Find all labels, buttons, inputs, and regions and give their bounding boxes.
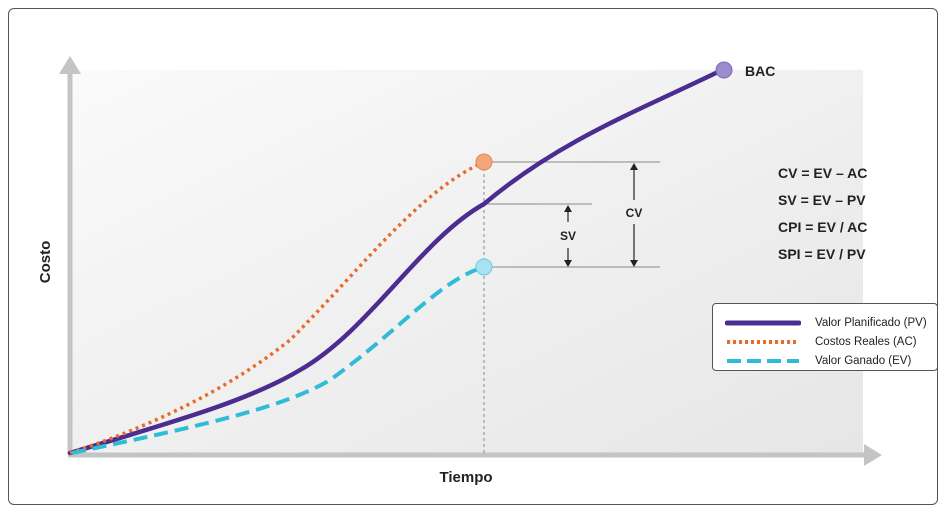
- legend-item-ac: Costos Reales (AC): [725, 332, 937, 351]
- sv-label: SV: [560, 229, 576, 243]
- ac-marker: [475, 153, 493, 171]
- x-axis-title: Tiempo: [439, 469, 492, 486]
- bac-marker: [715, 61, 733, 79]
- legend-swatch-ev: [727, 358, 799, 363]
- sv-arrowhead-top: [564, 205, 572, 212]
- pv-curve: [67, 67, 725, 456]
- formula-cv: CV = EV – AC: [778, 165, 867, 181]
- legend-swatch-ac: [727, 339, 799, 344]
- x-axis-arrow: [864, 444, 882, 466]
- formula-cpi: CPI = EV / AC: [778, 219, 867, 235]
- ev-curve: [71, 265, 485, 455]
- legend-swatch-pv: [725, 320, 801, 325]
- y-axis-arrow: [59, 56, 81, 74]
- legend-item-pv: Valor Planificado (PV): [725, 313, 937, 332]
- formula-sv: SV = EV – PV: [778, 192, 866, 208]
- legend: Valor Planificado (PV) Costos Reales (AC…: [712, 303, 938, 371]
- y-axis-title: Costo: [37, 241, 54, 284]
- cv-arrowhead-bottom: [630, 260, 638, 267]
- legend-label-pv: Valor Planificado (PV): [815, 316, 927, 329]
- legend-label-ev: Valor Ganado (EV): [815, 354, 912, 367]
- cv-arrowhead-top: [630, 163, 638, 170]
- sv-arrowhead-bottom: [564, 260, 572, 267]
- legend-item-ev: Valor Ganado (EV): [725, 351, 937, 370]
- cv-label: CV: [626, 206, 643, 220]
- bac-label: BAC: [745, 63, 775, 79]
- plot-area: [70, 70, 863, 455]
- ev-marker: [475, 258, 493, 276]
- legend-label-ac: Costos Reales (AC): [815, 335, 917, 348]
- ac-curve: [69, 160, 485, 455]
- formula-spi: SPI = EV / PV: [778, 246, 866, 262]
